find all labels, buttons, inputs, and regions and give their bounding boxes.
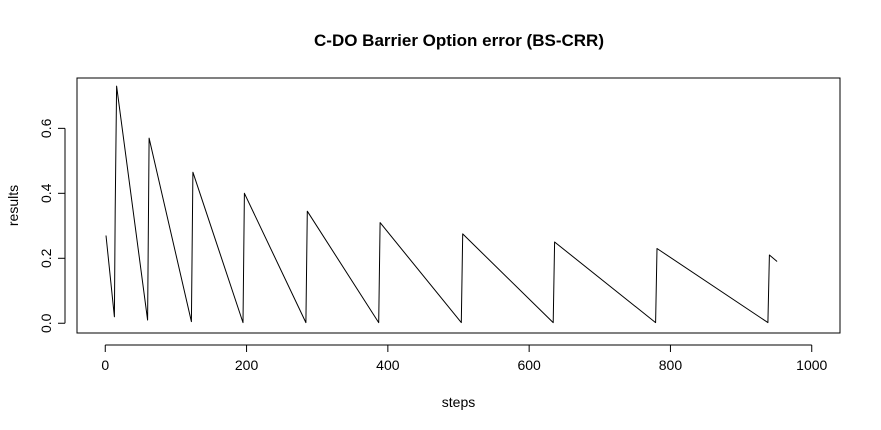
- x-tick-label: 600: [517, 357, 541, 373]
- x-tick-label: 200: [235, 357, 259, 373]
- x-tick-label: 0: [101, 357, 109, 373]
- x-tick-label: 1000: [796, 357, 827, 373]
- plot-area-frame: [76, 77, 841, 334]
- x-tick-label: 800: [659, 357, 683, 373]
- series-line: [105, 85, 778, 324]
- x-axis-label: steps: [442, 394, 475, 410]
- y-axis: 0.0 0.2 0.4 0.6: [38, 118, 66, 333]
- x-axis: 0 200 400 600 800 1000: [101, 344, 828, 373]
- x-tick-label: 400: [376, 357, 400, 373]
- series-layer: [105, 85, 778, 324]
- y-axis-label: results: [5, 185, 21, 226]
- y-tick-label: 0.4: [38, 183, 54, 203]
- y-tick-label: 0.0: [38, 313, 54, 333]
- y-tick-label: 0.2: [38, 248, 54, 268]
- chart-title: C-DO Barrier Option error (BS-CRR): [314, 31, 604, 50]
- y-tick-label: 0.6: [38, 118, 54, 138]
